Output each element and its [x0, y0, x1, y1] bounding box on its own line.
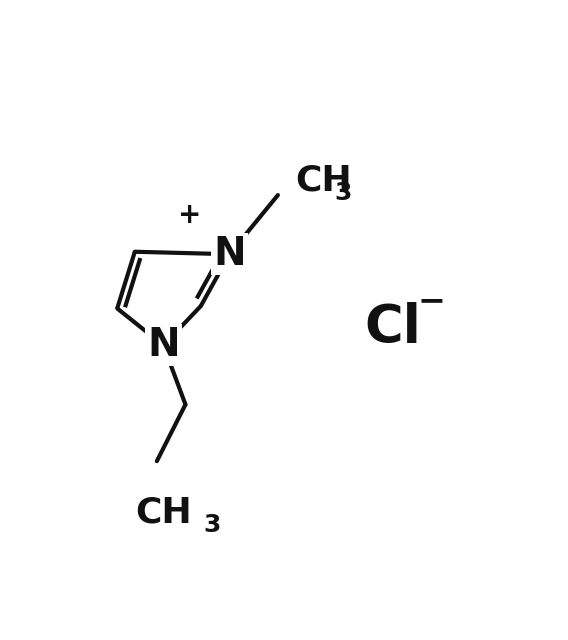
Text: 3: 3 — [334, 180, 352, 205]
Text: 3: 3 — [203, 513, 220, 537]
Text: N: N — [147, 326, 179, 364]
Text: −: − — [418, 285, 446, 317]
Text: CH: CH — [135, 496, 192, 530]
Text: CH: CH — [295, 163, 352, 197]
Text: N: N — [213, 236, 246, 273]
Text: Cl: Cl — [364, 302, 421, 354]
Text: +: + — [178, 201, 202, 228]
